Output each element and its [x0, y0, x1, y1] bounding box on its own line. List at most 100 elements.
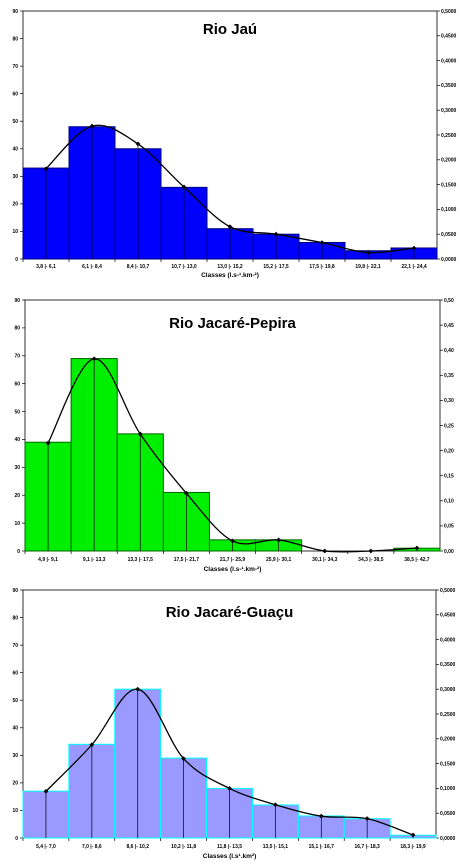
y-tick-label: 30 — [12, 753, 18, 759]
x-category-label: 38,5 |- 42,7 — [404, 557, 430, 563]
curve-point — [414, 545, 420, 551]
y-tick-label: 0 — [15, 257, 18, 263]
y-tick-label: 40 — [14, 437, 20, 443]
curve-point — [272, 802, 278, 808]
frequency-curve — [47, 358, 417, 553]
histogram-rio-jacare-guacu: 0 10 20 30 40 50 60 70 80 90 0,0000 0,0500 0,1000 0,1… — [12, 588, 456, 860]
y-tick-label: 10 — [14, 521, 20, 527]
y-tick-label: 70 — [14, 354, 20, 360]
x-category-label: 18,3 |- 19,9 — [400, 844, 426, 850]
x-category-label: 21,7 |- 25,9 — [220, 557, 246, 563]
histogram-rio-jacare-pepira: 0 10 20 30 40 50 60 70 80 90 0,00 0,05 0,10 0,15 0,20 0… — [14, 298, 454, 573]
y-tick-label: 60 — [12, 670, 18, 676]
y2-tick-label: 0,05 — [444, 524, 454, 530]
histogram-rio-jau: 0 10 20 30 40 50 60 70 80 90 0,0000 0,0500 0,1000 0,1… — [12, 9, 457, 279]
y2-tick-label: 0,0500 — [440, 811, 456, 817]
curve-point — [89, 123, 95, 129]
y2-tick-label: 0,45 — [444, 323, 454, 329]
curve-point — [135, 686, 141, 692]
chart-rio-jau: 0 10 20 30 40 50 60 70 80 90 0,0000 0,0500 0,1000 0,1… — [0, 0, 460, 283]
curve-point — [411, 245, 417, 251]
y-tick-label: 10 — [12, 229, 18, 235]
y-tick-label: 60 — [14, 381, 20, 387]
y2-tick-label: 0,4000 — [440, 637, 456, 643]
x-axis-label: Classes (l.s-¹.km-²) — [204, 566, 262, 573]
chart-title: Rio Jacaré-Guaçu — [166, 604, 294, 621]
x-axis-label: Classes (l.s-¹.km-²) — [201, 272, 259, 279]
y-tick-label: 20 — [12, 781, 18, 787]
curve-point — [181, 184, 187, 190]
y2-tick-label: 0,1500 — [441, 182, 457, 188]
y-tick-label: 30 — [14, 465, 20, 471]
x-category-label: 7,0 |- 8,6 — [82, 844, 102, 850]
y2-tick-label: 0,35 — [444, 373, 454, 379]
y2-tick-label: 0,1000 — [440, 786, 456, 792]
x-category-label: 13,3 |- 17,5 — [128, 557, 154, 563]
x-category-label: 25,9 |- 30,1 — [266, 557, 292, 563]
chart-rio-jacare-guacu: 0 10 20 30 40 50 60 70 80 90 0,0000 0,0500 0,1000 0,1… — [0, 577, 460, 864]
y2-tick-label: 0,0000 — [441, 257, 457, 263]
y-tick-label: 90 — [12, 588, 18, 594]
curve-point — [45, 440, 51, 446]
y-tick-label: 90 — [14, 298, 20, 304]
y-tick-label: 90 — [12, 9, 18, 15]
curve-point — [273, 231, 279, 237]
curve-point — [137, 431, 143, 437]
y-tick-label: 60 — [12, 91, 18, 97]
y-tick-label: 30 — [12, 174, 18, 180]
y-tick-label: 40 — [12, 147, 18, 153]
y-tick-label: 50 — [14, 409, 20, 415]
y2-tick-label: 0,2000 — [440, 737, 456, 743]
curve-point — [227, 224, 233, 230]
x-category-label: 3,8 |- 6,1 — [36, 264, 56, 270]
y-tick-label: 20 — [12, 202, 18, 208]
curve-point — [227, 786, 232, 791]
y-tick-label: 80 — [12, 615, 18, 621]
x-category-label: 19,8 |- 22,1 — [355, 264, 381, 270]
x-category-label: 11,8 |- 13,5 — [217, 844, 242, 850]
y2-tick-label: 0,4000 — [441, 58, 457, 64]
y2-tick-label: 0,0000 — [440, 836, 456, 842]
y2-tick-label: 0,5000 — [440, 588, 456, 594]
y-tick-label: 20 — [14, 493, 20, 499]
x-category-label: 5,4 |- 7,0 — [36, 844, 56, 850]
y2-tick-label: 0,2000 — [441, 158, 457, 164]
x-category-label: 13,5 |- 15,1 — [263, 844, 289, 850]
x-category-label: 15,2 |- 17,5 — [263, 264, 289, 270]
curve-point — [89, 742, 95, 748]
y-tick-label: 0 — [15, 836, 18, 842]
x-category-label: 9,1 |- 13,3 — [83, 557, 106, 563]
y2-tick-label: 0,50 — [444, 298, 454, 304]
y2-tick-label: 0,20 — [444, 448, 454, 454]
y-tick-label: 50 — [12, 119, 18, 125]
y-tick-label: 40 — [12, 726, 18, 732]
y2-tick-label: 0,2500 — [441, 133, 457, 139]
curve-point — [365, 250, 371, 255]
y2-tick-label: 0,0500 — [441, 232, 457, 238]
y2-tick-label: 0,40 — [444, 348, 454, 354]
y2-tick-label: 0,1500 — [440, 761, 456, 767]
curve-point — [318, 813, 324, 819]
curve-point — [181, 756, 187, 762]
y-tick-label: 0 — [17, 549, 20, 555]
y-tick-label: 80 — [12, 36, 18, 42]
x-category-label: 8,4 |- 10,7 — [127, 264, 150, 270]
y2-tick-label: 0,5000 — [441, 9, 457, 15]
curve-point — [364, 816, 370, 822]
curve-point — [230, 538, 235, 544]
y-tick-label: 70 — [12, 64, 18, 70]
chart-title: Rio Jaú — [203, 21, 257, 38]
x-category-label: 13,0 |- 15,2 — [217, 264, 243, 270]
y2-tick-label: 0,3500 — [440, 662, 456, 668]
y-tick-label: 50 — [12, 698, 18, 704]
x-category-label: 17,5 |- 19,8 — [309, 264, 335, 270]
y-tick-label: 70 — [12, 643, 18, 649]
y2-tick-label: 0,4500 — [440, 613, 456, 619]
curve-point — [43, 166, 49, 172]
y2-tick-label: 0,00 — [444, 549, 454, 555]
x-category-label: 10,2 |- 11,8 — [171, 844, 196, 850]
x-category-label: 8,6 |- 10,2 — [126, 844, 149, 850]
curve-point — [319, 240, 325, 246]
frequency-curve — [45, 688, 414, 836]
x-category-label: 22,1 |- 24,4 — [401, 264, 427, 270]
